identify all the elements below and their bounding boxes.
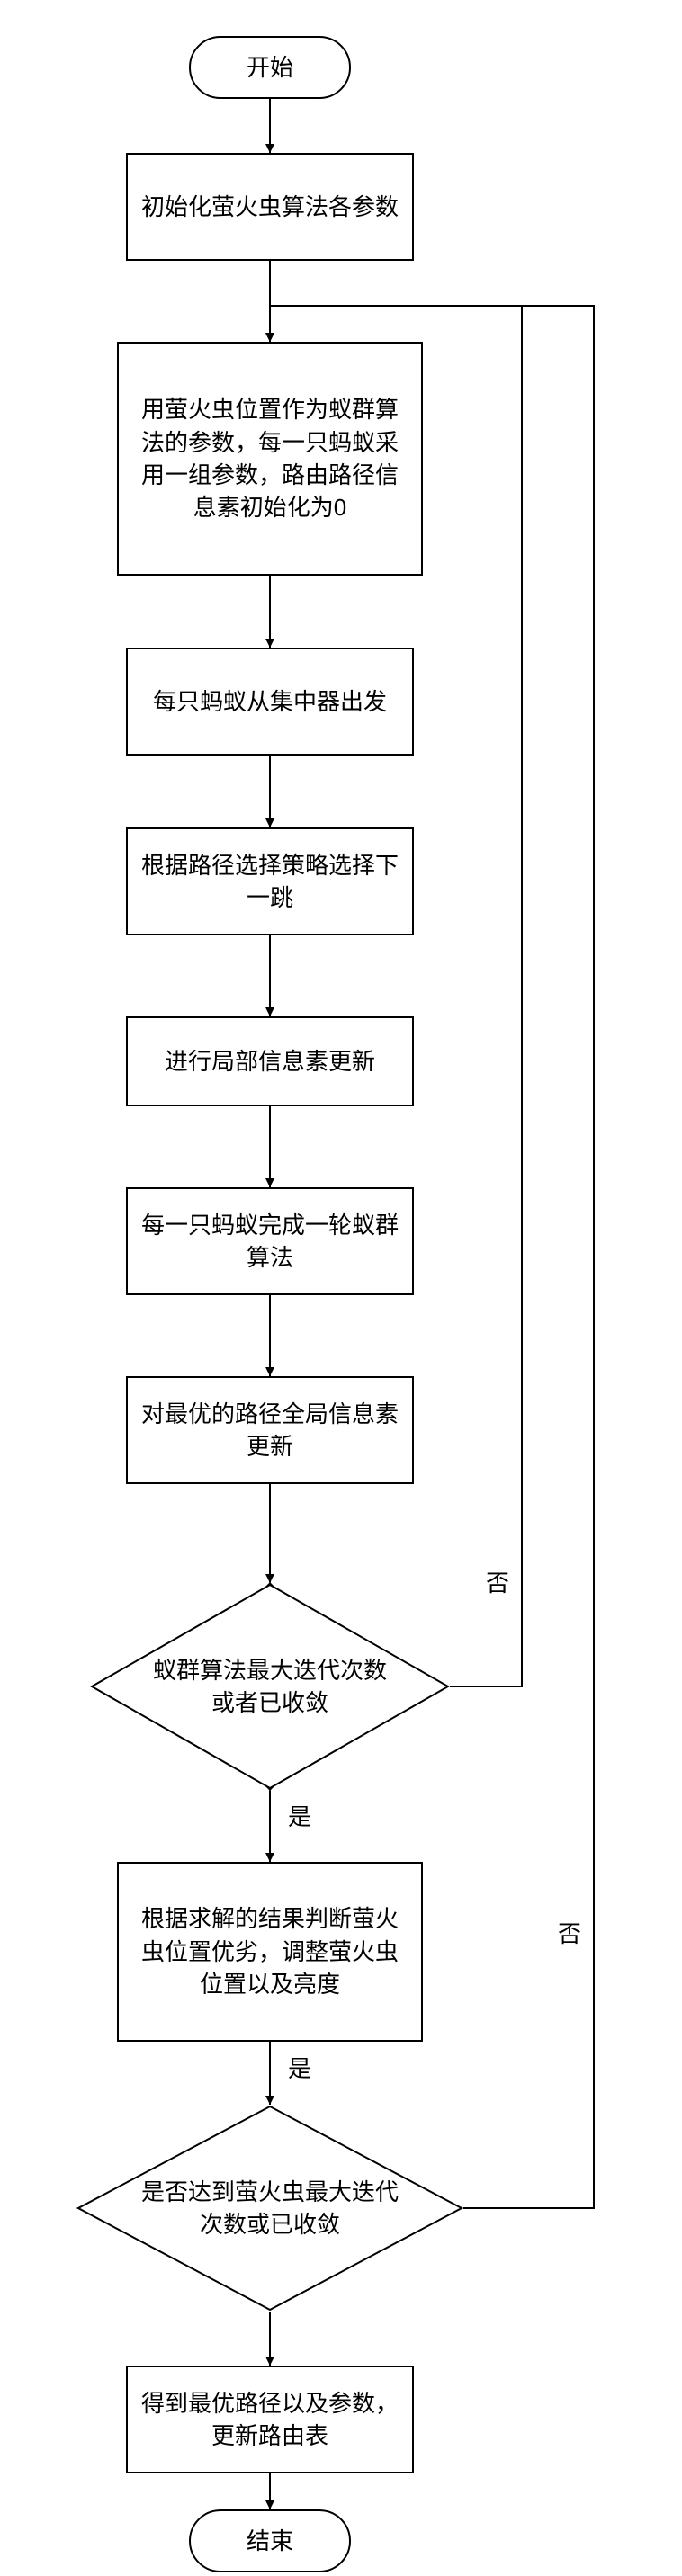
node-global-pheromone: 对最优的路径全局信息素更新 — [126, 1376, 414, 1484]
decision-firefly-converged-label: 是否达到萤火虫最大迭代次数或已收敛 — [130, 2176, 409, 2241]
node-complete-round: 每一只蚂蚁完成一轮蚁群算法 — [126, 1187, 414, 1295]
node-complete-round-label: 每一只蚂蚁完成一轮蚁群算法 — [140, 1209, 399, 1275]
label-d2-no: 否 — [558, 1916, 581, 1949]
node-init-firefly: 初始化萤火虫算法各参数 — [126, 153, 414, 261]
label-d1-no: 否 — [486, 1565, 509, 1598]
node-end: 结束 — [189, 2509, 351, 2572]
decision-ant-text-overlay: 蚁群算法最大迭代次数或者已收敛 — [90, 1583, 450, 1790]
node-init-ant-params: 用萤火虫位置作为蚁群算法的参数，每一只蚂蚁采用一组参数，路由路径信息素初始化为0 — [117, 342, 423, 576]
node-local-pheromone: 进行局部信息素更新 — [126, 1016, 414, 1106]
flowchart-canvas: 开始 初始化萤火虫算法各参数 用萤火虫位置作为蚁群算法的参数，每一只蚂蚁采用一组… — [0, 0, 682, 2576]
node-ants-start: 每只蚂蚁从集中器出发 — [126, 648, 414, 756]
node-select-next-hop: 根据路径选择策略选择下一跳 — [126, 827, 414, 935]
node-init-ant-params-label: 用萤火虫位置作为蚁群算法的参数，每一只蚂蚁采用一组参数，路由路径信息素初始化为0 — [131, 393, 408, 524]
node-select-next-hop-label: 根据路径选择策略选择下一跳 — [140, 849, 399, 915]
node-global-pheromone-label: 对最优的路径全局信息素更新 — [140, 1398, 399, 1463]
node-ants-start-label: 每只蚂蚁从集中器出发 — [153, 685, 387, 718]
node-update-route-table: 得到最优路径以及参数，更新路由表 — [126, 2366, 414, 2473]
node-update-route-table-label: 得到最优路径以及参数，更新路由表 — [140, 2387, 399, 2453]
label-d1-yes: 是 — [288, 1799, 311, 1832]
label-n8-yes: 是 — [288, 2051, 311, 2084]
node-start: 开始 — [189, 36, 351, 99]
node-init-firefly-label: 初始化萤火虫算法各参数 — [141, 191, 399, 223]
node-adjust-firefly-label: 根据求解的结果判断萤火虫位置优劣，调整萤火虫位置以及亮度 — [131, 1902, 408, 2000]
node-adjust-firefly: 根据求解的结果判断萤火虫位置优劣，调整萤火虫位置以及亮度 — [117, 1862, 423, 2042]
node-local-pheromone-label: 进行局部信息素更新 — [165, 1045, 375, 1078]
decision-firefly-converged: 是否达到萤火虫最大迭代次数或已收敛 — [76, 2105, 463, 2312]
node-start-label: 开始 — [247, 51, 293, 84]
node-end-label: 结束 — [247, 2525, 293, 2557]
